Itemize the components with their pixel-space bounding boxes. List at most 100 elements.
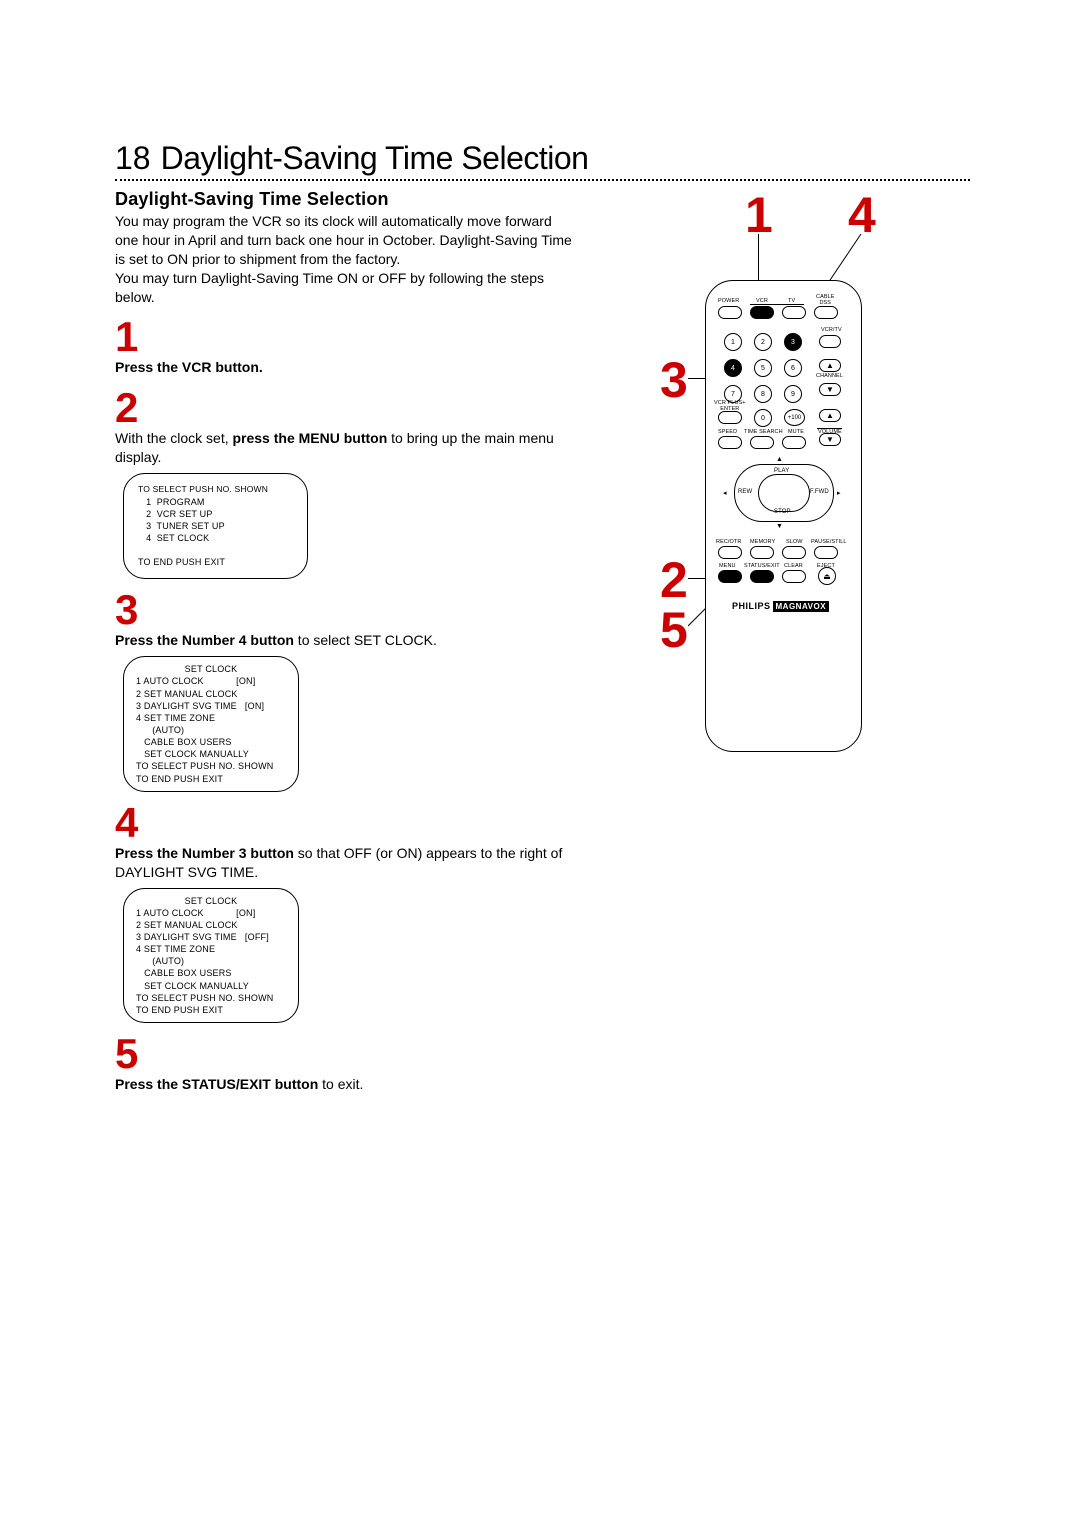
vcr-button[interactable] xyxy=(750,306,774,319)
slow-button[interactable] xyxy=(782,546,806,559)
step-3-bold: Press the Number 4 button xyxy=(115,632,294,648)
osd-line: SET CLOCK MANUALLY xyxy=(136,980,286,992)
nav-up-button[interactable]: ▲ xyxy=(819,409,841,422)
speed-button[interactable] xyxy=(718,436,742,449)
tv-button[interactable] xyxy=(782,306,806,319)
label-status: STATUS/EXIT xyxy=(744,563,780,569)
memory-button[interactable] xyxy=(750,546,774,559)
osd-line: TO END PUSH EXIT xyxy=(136,773,286,785)
osd-menu-line: TO END PUSH EXIT xyxy=(138,556,293,568)
timesearch-button[interactable] xyxy=(750,436,774,449)
page-title: Daylight-Saving Time Selection xyxy=(161,140,589,177)
num-3-button[interactable]: 3 xyxy=(784,333,802,351)
label-rew: REW xyxy=(738,489,752,495)
mute-button[interactable] xyxy=(782,436,806,449)
osd-line: 1 AUTO CLOCK [ON] xyxy=(136,675,286,687)
label-speed: SPEED xyxy=(718,429,737,435)
label-stop: STOP xyxy=(774,509,791,515)
volume-group-line xyxy=(817,428,842,429)
num-6-button[interactable]: 6 xyxy=(784,359,802,377)
label-cable: CABLEDSS xyxy=(816,295,835,306)
num-0-button[interactable]: 0 xyxy=(754,409,772,427)
transport-inner xyxy=(758,474,810,512)
step-1-bold: Press the VCR button. xyxy=(115,359,263,375)
osd-line: 3 DAYLIGHT SVG TIME [OFF] xyxy=(136,931,286,943)
osd-line: SET CLOCK MANUALLY xyxy=(136,748,286,760)
osd-main-menu: TO SELECT PUSH NO. SHOWN 1 PROGRAM 2 VCR… xyxy=(123,473,308,579)
osd-menu-line xyxy=(138,544,293,556)
step-2-bold: press the MENU button xyxy=(232,430,387,446)
step-number-4: 4 xyxy=(115,802,970,844)
callout-4: 4 xyxy=(848,190,876,240)
power-button[interactable] xyxy=(718,306,742,319)
step-5-post: to exit. xyxy=(318,1076,363,1092)
arrow-up-icon: ▲ xyxy=(776,456,783,463)
pause-button[interactable] xyxy=(814,546,838,559)
rec-button[interactable] xyxy=(718,546,742,559)
label-mute: MUTE xyxy=(788,429,804,435)
osd-line: 2 SET MANUAL CLOCK xyxy=(136,688,286,700)
osd-menu-line: 2 VCR SET UP xyxy=(138,508,293,520)
callout-1: 1 xyxy=(745,190,773,240)
brand-magnavox: MAGNAVOX xyxy=(773,601,830,612)
vcrplus-button[interactable] xyxy=(718,411,742,424)
label-timesearch: TIME SEARCH xyxy=(744,429,783,435)
osd-line: TO SELECT PUSH NO. SHOWN xyxy=(136,760,286,772)
step-number-5: 5 xyxy=(115,1033,970,1075)
volume-down-button[interactable]: ▼ xyxy=(819,433,841,446)
brand-label: PHILIPSMAGNAVOX xyxy=(732,601,829,611)
osd-line: (AUTO) xyxy=(136,955,286,967)
osd-line: 1 AUTO CLOCK [ON] xyxy=(136,907,286,919)
step-1-text: Press the VCR button. xyxy=(115,358,575,377)
status-exit-button[interactable] xyxy=(750,570,774,583)
page-number: 18 xyxy=(115,140,151,177)
device-group-line xyxy=(750,304,804,305)
num-4-button[interactable]: 4 xyxy=(724,359,742,377)
intro-paragraph-2: You may turn Daylight-Saving Time ON or … xyxy=(115,269,575,307)
channel-down-button[interactable]: ▼ xyxy=(819,383,841,396)
osd-set-clock-off: SET CLOCK 1 AUTO CLOCK [ON] 2 SET MANUAL… xyxy=(123,888,299,1023)
menu-button[interactable] xyxy=(718,570,742,583)
osd-line: CABLE BOX USERS xyxy=(136,967,286,979)
osd-menu-line: 3 TUNER SET UP xyxy=(138,520,293,532)
label-clear: CLEAR xyxy=(784,563,803,569)
step-2-pre: With the clock set, xyxy=(115,430,232,446)
osd-menu-title: TO SELECT PUSH NO. SHOWN xyxy=(138,484,293,495)
osd-clock-title: SET CLOCK xyxy=(136,663,286,675)
num-2-button[interactable]: 2 xyxy=(754,333,772,351)
callout-3: 3 xyxy=(660,355,688,405)
num-8-button[interactable]: 8 xyxy=(754,385,772,403)
osd-menu-line: 4 SET CLOCK xyxy=(138,532,293,544)
channel-up-button[interactable]: ▲ xyxy=(819,359,841,372)
step-4-text: Press the Number 3 button so that OFF (o… xyxy=(115,844,575,882)
vcrtv-button[interactable] xyxy=(819,335,841,348)
step-2-text: With the clock set, press the MENU butto… xyxy=(115,429,575,467)
num-5-button[interactable]: 5 xyxy=(754,359,772,377)
osd-line: (AUTO) xyxy=(136,724,286,736)
osd-line: CABLE BOX USERS xyxy=(136,736,286,748)
clear-button[interactable] xyxy=(782,570,806,583)
osd-line: 4 SET TIME ZONE xyxy=(136,712,286,724)
num-9-button[interactable]: 9 xyxy=(784,385,802,403)
osd-set-clock-on: SET CLOCK 1 AUTO CLOCK [ON] 2 SET MANUAL… xyxy=(123,656,299,791)
label-vcrtv: VCR/TV xyxy=(821,327,842,333)
label-power: POWER xyxy=(718,298,739,304)
label-slow: SLOW xyxy=(786,539,803,545)
arrow-right-icon: ▸ xyxy=(837,489,841,497)
step-5-text: Press the STATUS/EXIT button to exit. xyxy=(115,1075,575,1094)
eject-button[interactable]: ⏏ xyxy=(818,567,836,585)
cable-button[interactable] xyxy=(814,306,838,319)
osd-menu-line: 1 PROGRAM xyxy=(138,496,293,508)
label-channel: CHANNEL xyxy=(816,373,843,379)
intro-paragraph-1: You may program the VCR so its clock wil… xyxy=(115,212,575,269)
num-1-button[interactable]: 1 xyxy=(724,333,742,351)
label-memory: MEMORY xyxy=(750,539,775,545)
brand-philips: PHILIPS xyxy=(732,601,771,611)
plus100-button[interactable]: +100 xyxy=(784,409,805,426)
remote-diagram: 1 4 3 2 5 POWER VCR TV CABLEDSS VCR/TV 1… xyxy=(600,190,970,770)
callout-2: 2 xyxy=(660,555,688,605)
osd-line: 2 SET MANUAL CLOCK xyxy=(136,919,286,931)
osd-line: 4 SET TIME ZONE xyxy=(136,943,286,955)
arrow-down-icon: ▼ xyxy=(776,523,783,530)
osd-line: TO SELECT PUSH NO. SHOWN xyxy=(136,992,286,1004)
